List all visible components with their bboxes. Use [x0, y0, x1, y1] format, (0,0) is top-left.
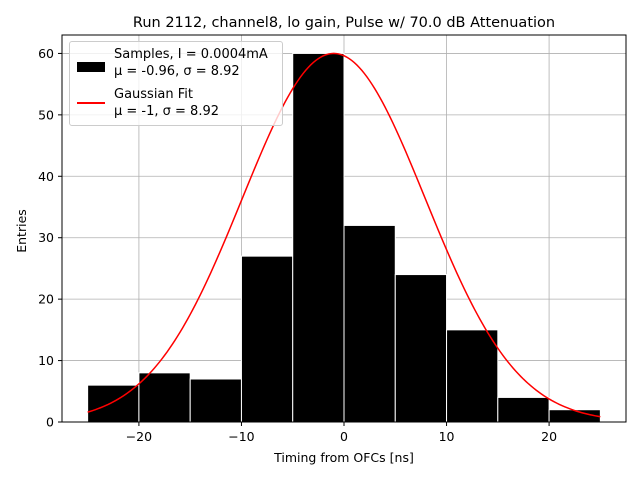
y-axis-label: Entries: [14, 209, 29, 253]
histogram-bars: [87, 52, 601, 423]
y-tick-label: 30: [38, 230, 54, 245]
histogram-bar: [394, 274, 448, 423]
y-tick-label: 10: [38, 353, 54, 368]
legend-stats-fit: μ = -1, σ = 8.92: [114, 104, 219, 119]
x-tick-label: −20: [126, 429, 152, 444]
x-tick-label: 20: [541, 429, 557, 444]
y-tick-label: 0: [46, 415, 54, 430]
gaussian-fit-curve: [87, 52, 601, 418]
legend-stats-samples: μ = -0.96, σ = 8.92: [114, 64, 240, 79]
legend-swatch-fit: [77, 102, 105, 104]
legend-label-samples: Samples, I = 0.0004mA: [114, 47, 268, 62]
histogram-bar: [240, 255, 294, 423]
y-tick-label: 20: [38, 292, 54, 307]
chart-title: Run 2112, channel8, lo gain, Pulse w/ 70…: [133, 15, 555, 31]
histogram-bar: [497, 396, 550, 423]
legend: Samples, I = 0.0004mA μ = -0.96, σ = 8.9…: [69, 41, 283, 126]
legend-label-fit: Gaussian Fit: [114, 87, 194, 102]
histogram-bar: [292, 52, 345, 423]
histogram-bar: [446, 329, 499, 423]
y-tick-label: 50: [38, 107, 54, 122]
x-tick-label: 0: [340, 429, 348, 444]
histogram-bar: [138, 372, 191, 423]
y-tick-label: 40: [38, 169, 54, 184]
ticks-layer: −20 −10 0 10 20 0 10 20 30 40 50 60: [38, 46, 557, 444]
x-tick-label: 10: [439, 429, 455, 444]
histogram-bar: [189, 378, 242, 423]
x-axis-label: Timing from OFCs [ns]: [273, 450, 414, 465]
legend-swatch-samples: [77, 62, 105, 72]
x-tick-label: −10: [228, 429, 254, 444]
y-tick-label: 60: [38, 46, 54, 61]
histogram-bar: [343, 224, 396, 423]
